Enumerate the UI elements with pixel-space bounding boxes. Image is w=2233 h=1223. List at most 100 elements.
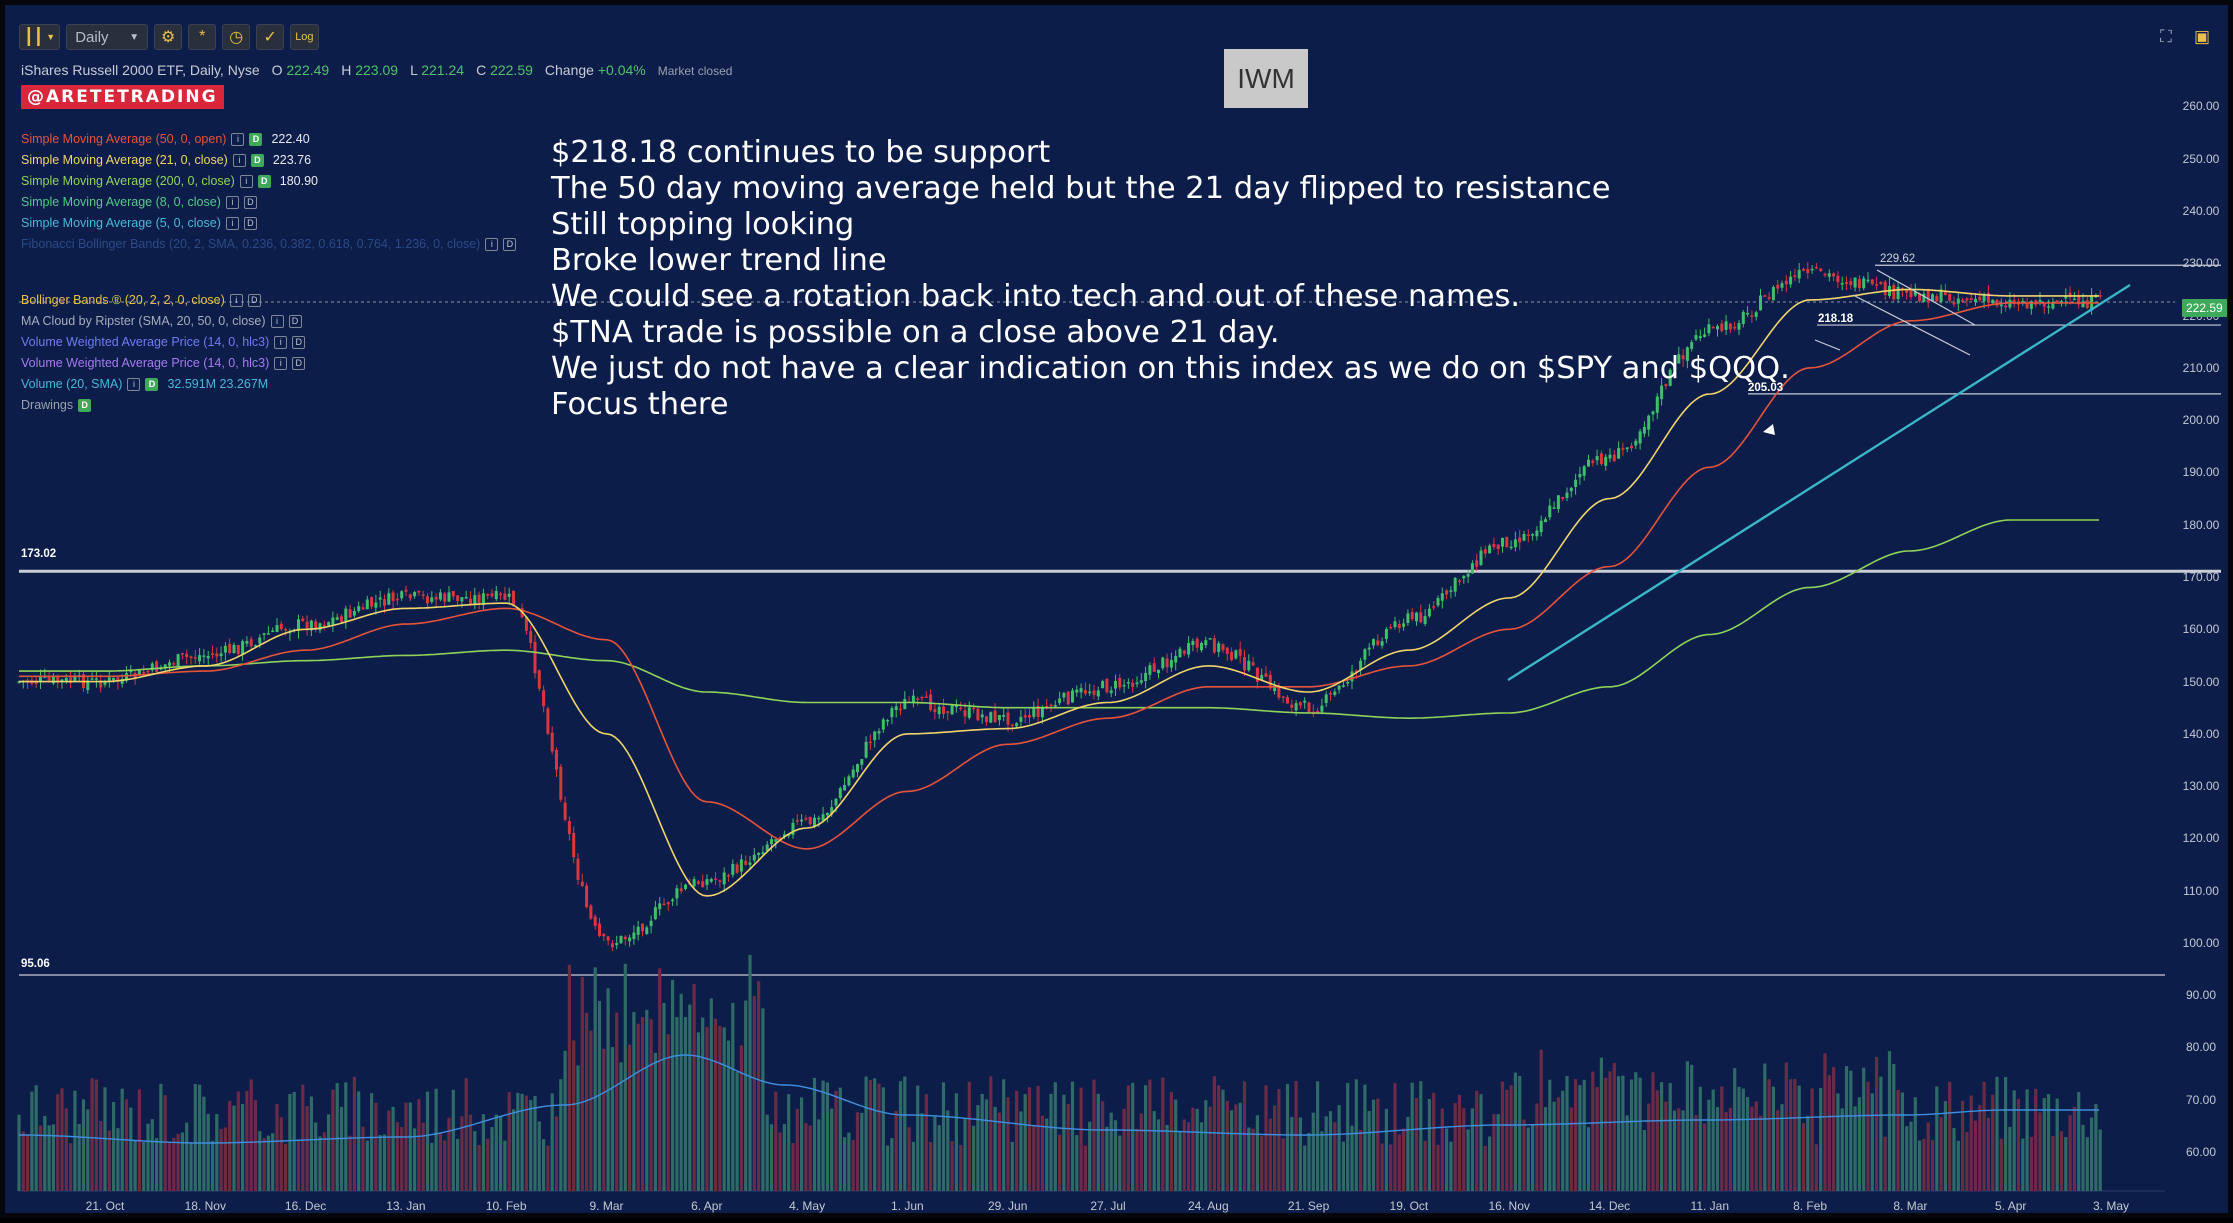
volume-bar [146, 1123, 150, 1191]
data-window-icon[interactable]: D [249, 133, 263, 146]
info-icon[interactable]: i [274, 357, 288, 370]
info-icon[interactable]: i [270, 315, 284, 328]
volume-bar [886, 1145, 890, 1191]
volume-bar [675, 1017, 679, 1191]
data-window-icon[interactable]: D [257, 175, 271, 188]
data-window-icon[interactable]: D [243, 196, 257, 209]
volume-bar [1281, 1138, 1285, 1191]
volume-bar [2072, 1106, 2076, 1191]
compare-icon[interactable]: ✓ [256, 24, 285, 50]
volume-bar [81, 1099, 86, 1191]
candle-body [675, 888, 679, 899]
info-icon[interactable]: i [232, 154, 246, 167]
indicator-row[interactable]: Drawings D [21, 395, 516, 416]
clock-icon[interactable]: ◷ [222, 24, 251, 50]
candle-body [559, 766, 563, 800]
candle-body [198, 655, 202, 662]
candle-body [1169, 659, 1173, 668]
volume-bar [580, 977, 584, 1191]
indicator-row[interactable]: Volume Weighted Average Price (14, 0, hl… [21, 332, 516, 353]
open-label: O [271, 62, 283, 78]
volume-bar [757, 981, 761, 1191]
volume-bar [1393, 1083, 1397, 1191]
indicator-row[interactable]: Simple Moving Average (8, 0, close) i D [21, 192, 516, 213]
indicator-icon[interactable]: * [188, 24, 217, 50]
info-icon[interactable]: i [225, 196, 239, 209]
volume-bar [705, 1027, 709, 1191]
candle-body [1647, 415, 1651, 430]
price-tick-label: 110.00 [2183, 883, 2219, 898]
chevron-down-icon: ▼ [129, 31, 140, 43]
candle-body [1290, 704, 1294, 708]
indicator-row[interactable]: Fibonacci Bollinger Bands (20, 2, SMA, 0… [21, 234, 517, 255]
volume-bar [1728, 1107, 1732, 1191]
info-icon[interactable]: i [127, 378, 141, 391]
volume-bar [460, 1116, 464, 1191]
volume-bar [1905, 1126, 1909, 1191]
price-tick-label: 210.00 [2182, 360, 2220, 375]
indicator-row[interactable]: Simple Moving Average (21, 0, close) i D 22… [21, 150, 516, 171]
data-window-icon[interactable]: D [247, 294, 261, 307]
data-window-icon[interactable]: D [145, 378, 159, 391]
indicator-row[interactable]: Bollinger Bands ® (20, 2, 2, 0, close) i D [21, 290, 516, 311]
candle-body [1974, 298, 1977, 303]
volume-bar [946, 1110, 950, 1191]
candle-body [1784, 280, 1788, 285]
volume-bar [787, 1094, 791, 1191]
candle-bars-icon[interactable]: ┃┃ ▼ [19, 24, 61, 50]
volume-bar [490, 1127, 494, 1191]
data-window-icon[interactable]: D [292, 357, 306, 370]
indicator-row[interactable]: Simple Moving Average (5, 0, close) i D [21, 213, 516, 234]
volume-bar [99, 1120, 103, 1191]
candle-body [942, 706, 945, 715]
indicator-row[interactable]: Volume (20, SMA) i D 32.591M 23.267M [21, 374, 516, 395]
interval-select[interactable]: Daily ▼ [66, 24, 149, 50]
camera-icon[interactable]: ▣ [2193, 27, 2210, 46]
volume-bar [486, 1138, 490, 1191]
candle-body [39, 677, 42, 682]
data-window-icon[interactable]: D [78, 399, 92, 412]
data-window-icon[interactable]: D [292, 336, 306, 349]
indicator-label: Simple Moving Average (8, 0, close) [21, 195, 221, 209]
fullscreen-icon[interactable]: ⛶ [2160, 27, 2172, 46]
indicator-row[interactable]: Volume Weighted Average Price (14, 0, hl… [21, 353, 516, 374]
candle-body [877, 731, 881, 734]
indicator-row[interactable]: MA Cloud by Ripster (SMA, 20, 50, 0, clo… [21, 311, 516, 332]
data-window-icon[interactable]: D [250, 154, 264, 167]
candle-body [1015, 723, 1019, 727]
info-icon[interactable]: i [229, 294, 243, 307]
candle-body [1591, 460, 1595, 463]
volume-bar [1088, 1121, 1092, 1191]
data-window-icon[interactable]: D [503, 238, 517, 251]
candle-body [262, 633, 266, 635]
candle-body [533, 641, 537, 674]
candle-body [641, 923, 644, 932]
high-label: H [341, 62, 352, 78]
indicator-row[interactable] [21, 255, 516, 276]
volume-bar [589, 1030, 593, 1191]
volume-bar [1238, 1102, 1242, 1191]
volume-bar [1526, 1127, 1530, 1191]
log-scale-button[interactable]: Log [290, 24, 319, 50]
info-icon[interactable]: i [225, 217, 239, 230]
volume-bar [1432, 1092, 1436, 1191]
volume-bar [593, 967, 597, 1191]
volume-bar [1027, 1087, 1032, 1191]
data-window-icon[interactable]: D [243, 217, 257, 230]
info-icon[interactable]: i [231, 133, 245, 146]
data-window-icon[interactable]: D [288, 315, 302, 328]
info-icon[interactable]: i [485, 238, 499, 251]
info-icon[interactable]: i [239, 175, 253, 188]
info-icon[interactable]: i [274, 336, 288, 349]
gear-icon[interactable]: ⚙ [154, 24, 183, 50]
indicator-row[interactable]: Simple Moving Average (200, 0, close) i D 1… [21, 171, 516, 192]
price-chart[interactable] [5, 5, 2233, 1223]
volume-bar [1698, 1086, 1702, 1191]
price-tick-label: 150.00 [2182, 674, 2220, 689]
volume-bar [1638, 1077, 1642, 1191]
candle-body [1040, 708, 1044, 718]
indicator-row[interactable]: Simple Moving Average (50, 0, open) i D 222… [21, 129, 516, 150]
candle-body [1135, 682, 1139, 685]
volume-bar [812, 1077, 817, 1191]
volume-bar [1556, 1097, 1560, 1191]
